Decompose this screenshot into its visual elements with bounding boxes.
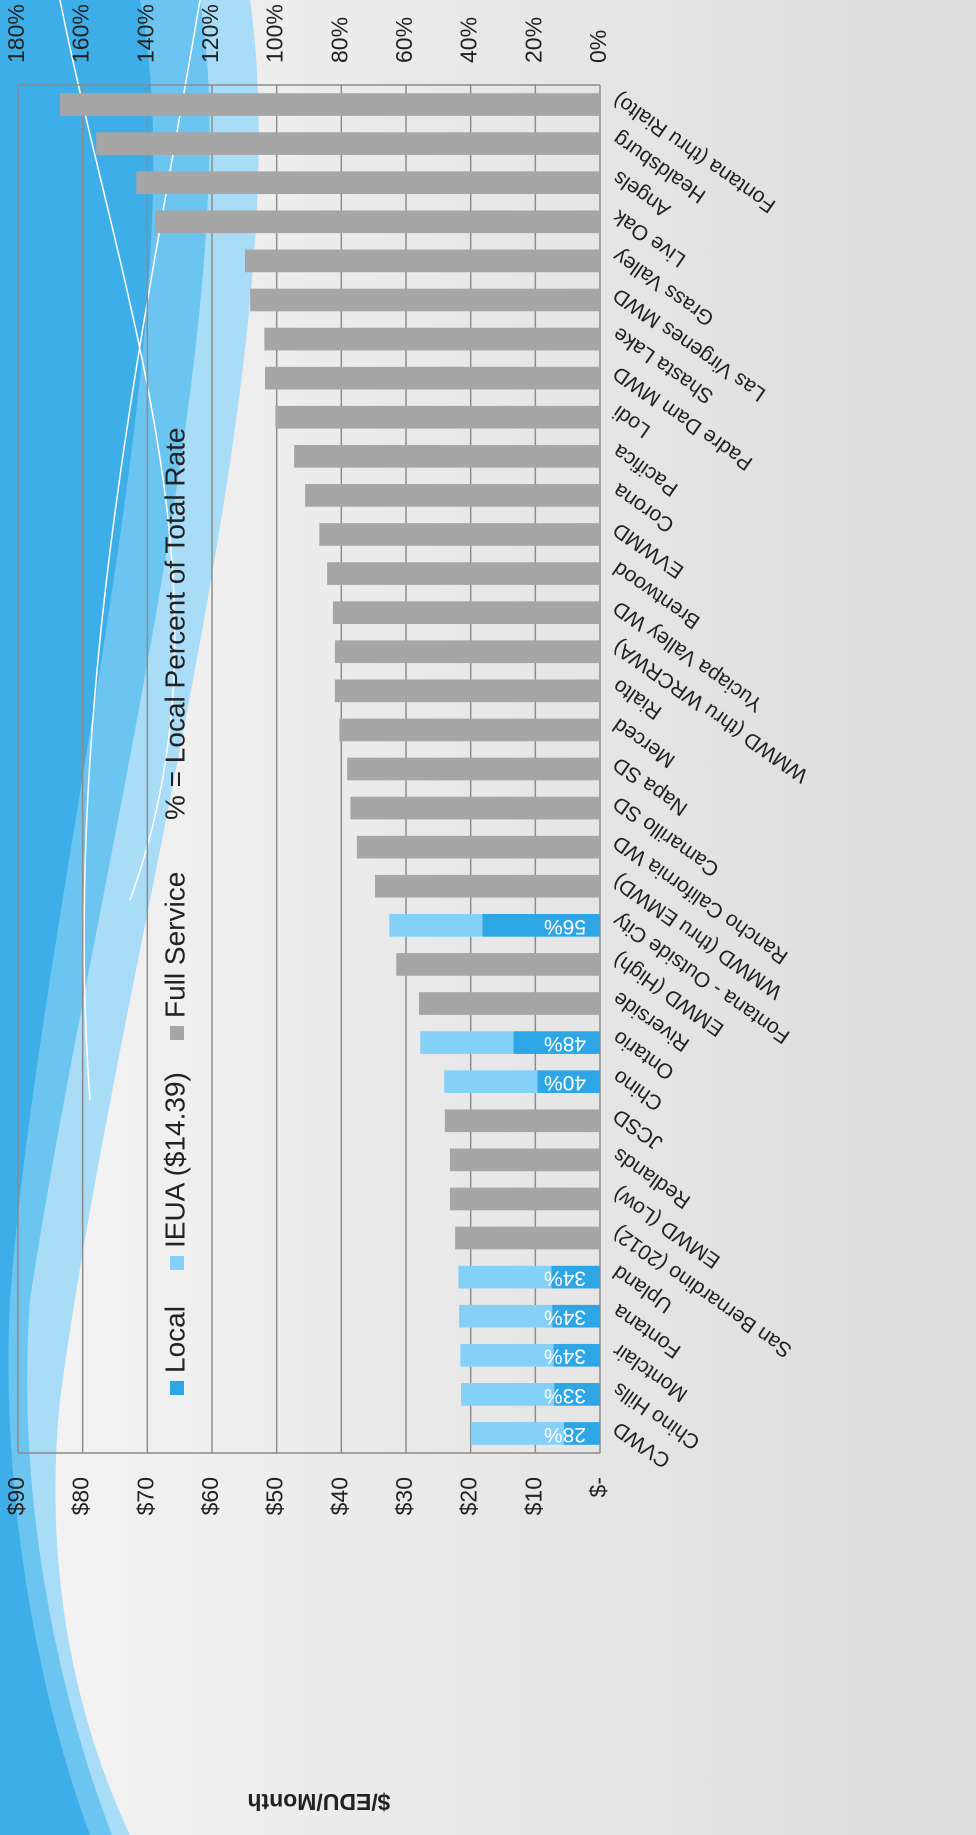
data-label: 34% [544, 1306, 586, 1329]
data-label: 34% [544, 1345, 586, 1368]
y2-tick-label: 180% [3, 4, 29, 63]
bar-segment [389, 914, 483, 937]
data-label: 28% [544, 1423, 586, 1446]
y2-tick-label: 160% [68, 4, 94, 63]
y-tick-label: $70 [132, 1477, 158, 1515]
bar-segment [356, 835, 600, 859]
bar-segment [444, 1109, 600, 1133]
bar-segment [339, 718, 600, 742]
bar-segment [350, 796, 600, 820]
y2-tick-label: 100% [262, 4, 288, 63]
bar-segment [96, 132, 600, 155]
bar-segment [458, 1265, 552, 1289]
bar-segment [264, 327, 600, 351]
y-axis-title: $/EDU/Month [247, 1789, 390, 1815]
legend-swatch [170, 1256, 184, 1270]
y2-tick-label: 0% [585, 30, 611, 63]
bar-segment [552, 1304, 600, 1328]
bar-segment [60, 93, 601, 116]
bar-segment [155, 210, 601, 234]
bar-segment [294, 444, 600, 468]
bar-segment [537, 1070, 600, 1094]
bar-segment [418, 992, 600, 1015]
bar-segment [461, 1383, 555, 1406]
bar-segment [244, 249, 600, 273]
bar-segment [449, 1148, 600, 1172]
bar-segment [374, 874, 600, 898]
data-label: 40% [544, 1071, 586, 1094]
legend-swatch [170, 1381, 184, 1395]
bar-segment [275, 405, 600, 429]
bar-segment [332, 601, 600, 624]
y-tick-label: $60 [197, 1477, 223, 1515]
bar-segment [334, 679, 600, 703]
y-tick-label: $30 [391, 1477, 417, 1515]
annotation: % = Local Percent of Total Rate [159, 428, 190, 821]
data-label: 34% [544, 1267, 586, 1290]
bar-segment [449, 1187, 600, 1211]
y2-tick-label: 140% [132, 4, 158, 63]
y-tick-label: $50 [262, 1477, 288, 1515]
y-tick-label: $40 [326, 1477, 352, 1515]
y2-tick-label: 80% [326, 17, 352, 63]
bar-segment [455, 1226, 600, 1250]
bar-segment [460, 1343, 554, 1367]
legend-label: Local [159, 1306, 190, 1373]
decor-dark [0, 0, 154, 1835]
bar-segment [420, 1031, 514, 1054]
data-label: 56% [544, 915, 586, 938]
y-tick-label: $90 [3, 1477, 29, 1515]
y2-tick-label: 60% [391, 17, 417, 63]
bar-segment [136, 171, 600, 195]
bar-segment [554, 1383, 601, 1406]
y-tick-label: $20 [456, 1477, 482, 1515]
bar-segment [265, 366, 600, 390]
y-tick-label: $10 [520, 1477, 546, 1515]
y2-tick-label: 20% [520, 17, 546, 63]
bar-segment [470, 1422, 564, 1445]
bar-segment [563, 1422, 601, 1445]
bar-segment [482, 914, 601, 937]
bar-segment [250, 288, 601, 312]
bar-segment [553, 1343, 601, 1367]
y2-tick-label: 40% [456, 17, 482, 63]
data-label: 33% [544, 1384, 586, 1407]
bar-segment [396, 953, 600, 976]
y2-tick-label: 120% [197, 4, 223, 63]
decor-line [59, 0, 176, 901]
y-tick-label: $- [585, 1477, 611, 1497]
bar-segment [327, 562, 600, 585]
bar-segment [513, 1031, 601, 1054]
y-tick-label: $80 [68, 1477, 94, 1515]
bar-segment [459, 1304, 553, 1328]
bar-segment [551, 1265, 600, 1289]
bar-segment [334, 640, 600, 664]
bar-segment [444, 1070, 538, 1094]
data-label: 48% [544, 1032, 586, 1055]
legend-swatch [170, 1026, 184, 1040]
legend-label: Full Service [159, 872, 190, 1018]
bar-segment [347, 757, 600, 781]
bar-segment [319, 523, 600, 546]
legend-label: IEUA ($14.39) [159, 1072, 190, 1248]
bar-segment [305, 484, 600, 507]
